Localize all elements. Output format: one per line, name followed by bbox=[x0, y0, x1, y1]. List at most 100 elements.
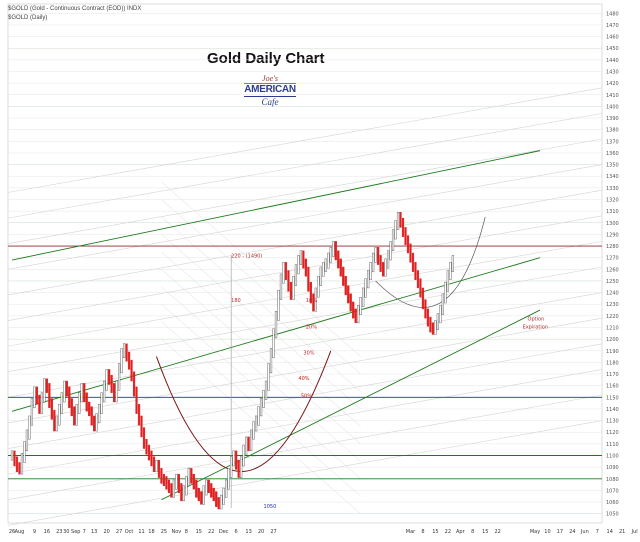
price-bar bbox=[357, 305, 360, 324]
y-tick-label: 1470 bbox=[606, 23, 619, 29]
price-bar bbox=[372, 252, 375, 272]
price-bar bbox=[23, 441, 26, 463]
price-bar bbox=[416, 270, 420, 289]
speed-line bbox=[7, 241, 603, 347]
chart-annotation: Expiration bbox=[523, 325, 548, 331]
y-tick-label: 1400 bbox=[606, 104, 619, 110]
price-bar bbox=[419, 278, 422, 298]
speed-line bbox=[7, 113, 603, 219]
price-bar bbox=[115, 380, 118, 403]
price-bar bbox=[396, 212, 400, 230]
chart-symbol-header: $GOLD (Gold - Continuous Contract (EOD))… bbox=[8, 6, 142, 12]
price-bar bbox=[38, 394, 41, 414]
price-bar bbox=[307, 266, 310, 292]
price-bar bbox=[362, 287, 365, 307]
logo-line-3: Cafe bbox=[261, 97, 279, 107]
y-tick-label: 1100 bbox=[606, 454, 619, 460]
price-bar bbox=[175, 473, 178, 490]
y-tick-label: 1330 bbox=[606, 186, 619, 192]
chart-annotation: 180 bbox=[231, 298, 241, 304]
x-tick-label: 15 bbox=[482, 529, 488, 535]
price-bar bbox=[381, 262, 385, 277]
plot-frame bbox=[7, 3, 603, 524]
y-tick-label: 1090 bbox=[606, 465, 619, 471]
y-tick-label: 1300 bbox=[606, 221, 619, 227]
price-bar bbox=[35, 386, 39, 405]
price-bar bbox=[108, 369, 111, 385]
x-tick-label: 11 bbox=[138, 529, 144, 535]
price-bar bbox=[85, 392, 88, 412]
speed-line bbox=[161, 338, 361, 514]
x-tick-label: Dec bbox=[219, 529, 229, 535]
price-bar bbox=[389, 241, 392, 261]
price-bar bbox=[43, 378, 46, 403]
price-bar bbox=[262, 390, 265, 408]
price-bar bbox=[327, 252, 330, 269]
price-bar bbox=[282, 262, 285, 284]
y-tick-label: 1270 bbox=[606, 256, 619, 262]
y-tick-label: 1120 bbox=[606, 430, 619, 436]
price-bar bbox=[132, 371, 136, 397]
price-bar bbox=[436, 313, 439, 331]
price-bar bbox=[269, 348, 273, 374]
x-tick-label: 14 bbox=[607, 529, 613, 535]
price-bar bbox=[352, 301, 355, 319]
price-bar bbox=[434, 320, 437, 335]
price-bar bbox=[58, 404, 61, 426]
price-bar bbox=[449, 262, 452, 280]
price-bar bbox=[332, 241, 335, 257]
x-tick-label: Aug bbox=[15, 529, 25, 535]
price-bar bbox=[324, 258, 327, 272]
speed-line bbox=[161, 269, 361, 445]
price-bar bbox=[347, 285, 350, 304]
price-bar bbox=[391, 229, 395, 251]
x-tick-label: 18 bbox=[148, 529, 154, 535]
price-bar bbox=[304, 258, 307, 277]
price-bar bbox=[334, 241, 337, 261]
price-bar bbox=[342, 266, 345, 286]
price-bar bbox=[145, 439, 148, 455]
price-bar bbox=[225, 479, 228, 498]
price-bar bbox=[272, 328, 275, 358]
price-bar bbox=[110, 375, 113, 393]
price-bar bbox=[401, 217, 405, 237]
price-bar bbox=[230, 456, 233, 478]
price-bar bbox=[137, 404, 141, 426]
price-bar bbox=[45, 378, 48, 393]
price-bar bbox=[192, 473, 195, 490]
trend-channel-lower bbox=[161, 309, 541, 501]
price-bar bbox=[299, 250, 303, 265]
price-bar bbox=[93, 415, 96, 432]
x-tick-label: 13 bbox=[91, 529, 97, 535]
x-tick-label: 17 bbox=[557, 529, 563, 535]
x-tick-label: 22 bbox=[445, 529, 451, 535]
y-tick-label: 1110 bbox=[606, 442, 619, 448]
price-bar bbox=[100, 392, 103, 414]
y-tick-label: 1260 bbox=[606, 267, 619, 273]
chart-annotation: 10% bbox=[306, 298, 317, 304]
price-bar bbox=[103, 380, 106, 403]
y-tick-label: 1320 bbox=[606, 197, 619, 203]
speed-line bbox=[7, 189, 603, 296]
y-tick-label: 1150 bbox=[606, 395, 619, 401]
y-tick-label: 1220 bbox=[606, 314, 619, 320]
x-tick-label: 21 bbox=[619, 529, 625, 535]
price-bar bbox=[25, 429, 29, 452]
y-tick-label: 1290 bbox=[606, 232, 619, 238]
x-tick-label: 15 bbox=[196, 529, 202, 535]
x-tick-label: 27 bbox=[270, 529, 276, 535]
price-bar bbox=[424, 299, 427, 319]
price-bar bbox=[220, 494, 223, 510]
logo-line-1: Joe's bbox=[262, 74, 278, 83]
price-bar bbox=[210, 483, 213, 498]
y-tick-label: 1060 bbox=[606, 500, 619, 506]
price-bar bbox=[414, 262, 417, 280]
price-bar bbox=[152, 456, 156, 472]
price-bar bbox=[364, 278, 367, 298]
price-bar bbox=[339, 258, 342, 277]
speed-line bbox=[161, 234, 361, 410]
price-bar bbox=[359, 297, 362, 315]
price-bar bbox=[83, 383, 86, 403]
